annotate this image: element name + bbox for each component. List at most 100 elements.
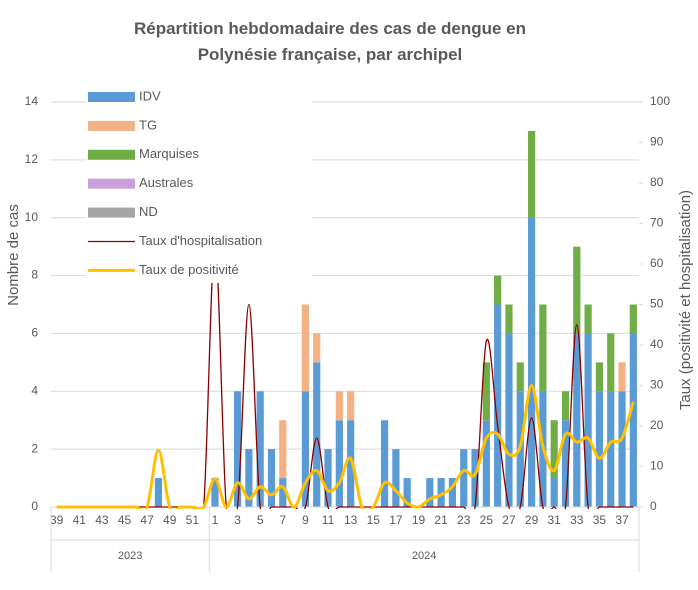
y2-tick-label: 100 [650,94,670,108]
bar-segment [380,420,389,507]
bar-segment [256,391,264,507]
bar-segment [539,304,547,392]
x-tick-label: 23 [457,513,471,527]
bar-segment [482,420,490,507]
bar-segment [392,449,400,507]
bar-segment [154,478,163,507]
x-tick-label: 47 [140,513,154,527]
x-tick-label: 1 [212,513,219,527]
y2-tick-label: 80 [650,175,664,189]
x-tick-label: 29 [525,513,539,527]
y2-tick-label: 30 [650,378,664,392]
bar-segment [584,333,592,507]
bar-segment [403,478,411,507]
group-label: 2023 [118,550,142,562]
bar-segment [573,333,581,507]
bar-segment [279,420,287,479]
legend-label: Taux de positivité [139,262,239,277]
legend-swatch [88,178,135,189]
bar-segment [527,217,536,507]
bar-segment [211,478,219,507]
y-tick-label: 10 [25,210,39,224]
bar-segment [448,478,457,507]
y2-axis-title: Taux (positivité et hospitalisation) [677,190,694,410]
legend: IDV TG Marquises Australes ND Taux d'hospital… [86,87,312,283]
y-tick-label: 14 [25,94,39,108]
x-tick-label: 31 [548,513,562,527]
y2-tick-label: 90 [650,135,664,149]
legend-label: Australes [139,175,194,190]
bar-segment [618,362,626,392]
bar-segment [618,391,626,507]
x-tick-label: 5 [257,513,264,527]
x-tick-label: 45 [118,513,132,527]
x-tick-label: 3 [234,513,241,527]
y2-tick-label: 40 [650,337,664,351]
x-tick-label: 49 [163,513,177,527]
legend-swatch [88,92,135,102]
bar-segment [460,449,468,507]
bar-segment [279,478,287,507]
bar-segment [426,478,434,507]
bar-segment [267,449,276,507]
bar-segment [573,246,581,334]
bar-segment [527,130,536,218]
bar-segment [437,478,445,507]
bar-segment [494,304,502,507]
chart-title: Répartition hebdomadaire des cas de deng… [133,19,527,64]
legend-swatch [88,207,135,218]
bar-segment [301,304,310,392]
bar-segment [301,391,310,507]
x-tick-label: 33 [570,513,584,527]
bar-segment [233,391,242,507]
legend-label: Taux d'hospitalisation [139,233,262,248]
x-tick-label: 13 [344,513,358,527]
y2-tick-label: 70 [650,216,664,230]
bar-segment [629,304,637,334]
x-tick-label: 21 [434,513,448,527]
legend-swatch [88,120,135,131]
bar-segment [595,362,604,392]
bar-segment [607,391,615,507]
bar-segment [516,362,524,392]
y2-tick-label: 50 [650,297,664,311]
bar-segment [335,420,343,507]
x-tick-label: 9 [302,513,309,527]
bar-segment [347,391,355,421]
rate-line [56,384,635,509]
x-tick-label: 43 [95,513,109,527]
legend-label: TG [139,117,157,132]
y-tick-label: 0 [31,499,38,513]
legend-swatch [88,149,135,160]
bar-segment [505,333,513,507]
x-tick-label: 7 [279,513,286,527]
bar-segment [482,362,490,421]
y2-tick-label: 0 [650,499,657,513]
y-tick-label: 2 [31,441,38,455]
bar-segment [245,449,253,507]
y2-tick-label: 10 [650,459,664,473]
bar-segment [324,449,332,507]
x-tick-label: 37 [615,513,629,527]
legend-label: Marquises [139,146,199,161]
bar-segment [584,304,592,334]
bar-segment [550,420,558,479]
bar-segment [347,420,355,507]
legend-label: ND [139,204,158,219]
y2-tick-label: 20 [650,418,664,432]
bar-segment [595,391,604,507]
bar-segment [505,304,513,334]
x-tick-label: 17 [389,513,403,527]
bar-segment [313,362,321,507]
y-axis-title: Nombre de cas [5,204,22,306]
x-tick-label: 51 [186,513,200,527]
y-tick-label: 8 [31,268,38,282]
y-tick-label: 6 [31,326,38,340]
y-tick-label: 4 [31,383,38,397]
bar-segment [335,391,343,421]
bar-segment [561,391,570,421]
bar-segment [550,478,558,507]
x-tick-label: 15 [367,513,381,527]
